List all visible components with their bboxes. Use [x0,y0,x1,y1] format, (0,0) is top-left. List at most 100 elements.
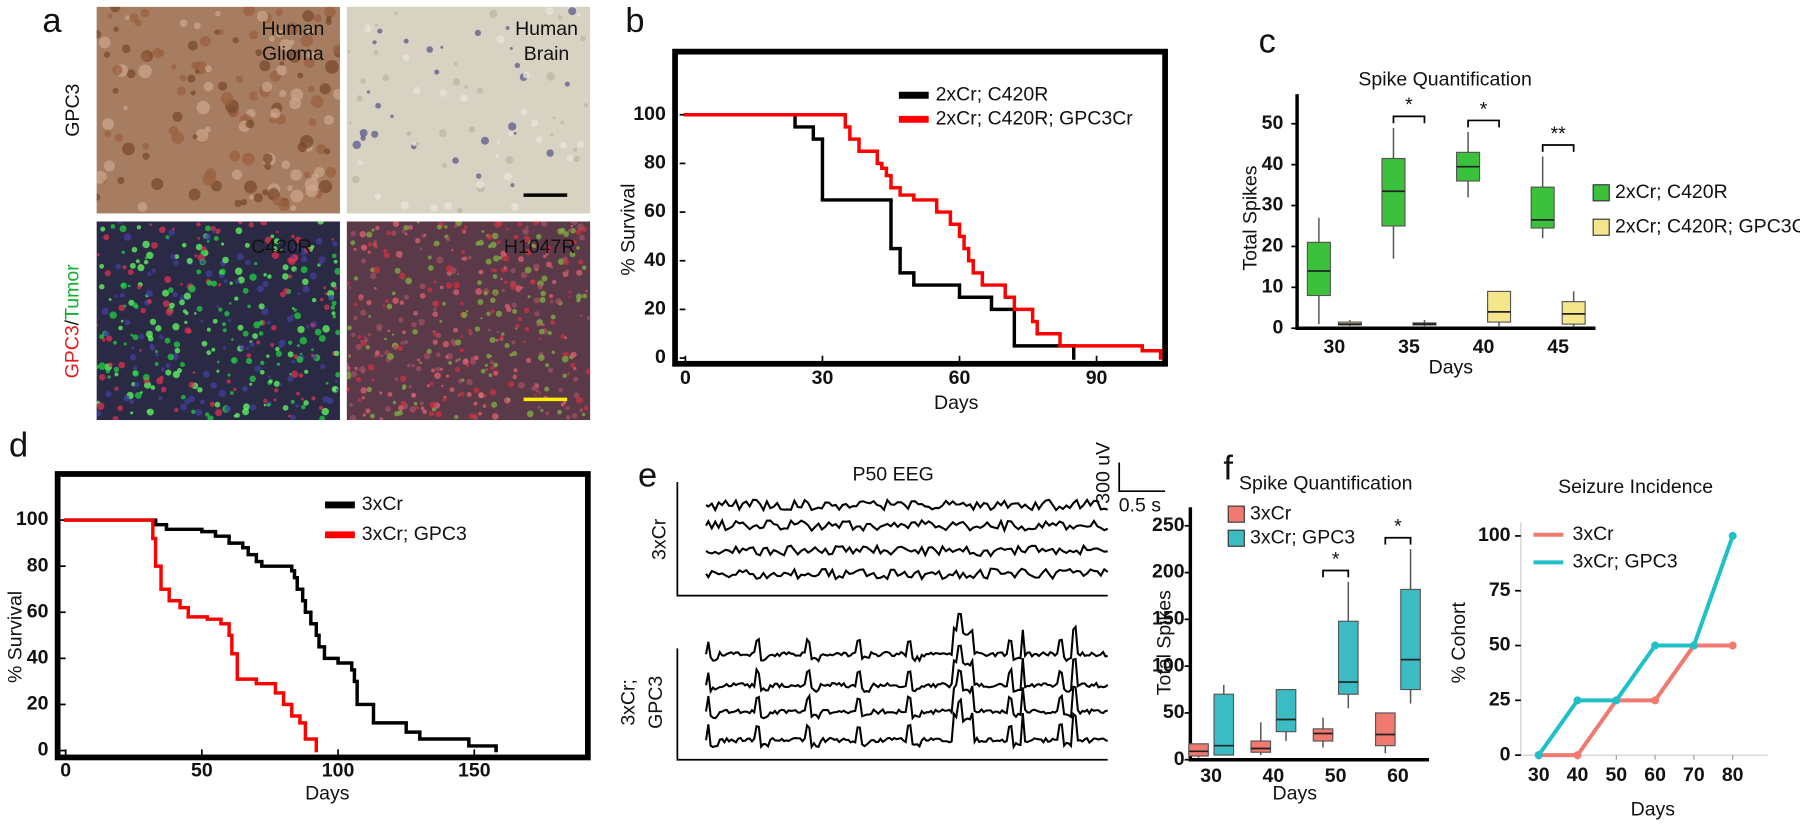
cell [515,327,518,330]
cell [536,233,542,240]
box [1250,740,1272,753]
cell [114,133,124,143]
cell [532,221,540,226]
cell [439,129,447,137]
cell [371,228,375,232]
cell [120,282,128,290]
cell [510,283,517,290]
cell [328,294,335,301]
eeg-trace [705,644,1109,695]
cell [354,276,359,281]
cell [315,237,323,245]
cell [301,404,306,410]
y-axis-label: % Survival [4,591,26,683]
cell [194,69,200,75]
point [1728,531,1737,540]
cell [331,311,336,316]
cell [442,340,450,348]
cell [463,225,468,230]
cell [205,412,210,417]
cell [538,328,545,335]
cell [539,296,546,303]
cell [429,381,434,386]
cell [513,131,517,135]
cell [398,317,404,323]
cell [120,293,125,298]
cell [192,134,198,140]
cell [324,304,330,311]
cell [508,122,517,131]
cell [545,363,550,368]
cell [357,160,363,166]
cell [191,61,200,70]
cell [256,285,264,293]
cell [229,150,241,162]
cell [249,375,256,383]
cell [172,111,183,122]
panel-label: b [625,2,644,40]
cell [482,404,487,408]
y-tick-label: 30 [1262,194,1284,216]
cell [176,86,186,96]
cell [460,94,468,102]
cell [215,231,219,234]
cell [353,247,357,251]
cell [172,370,180,379]
eeg-trace [705,668,1108,721]
cell [547,330,552,336]
cell [511,202,520,211]
chart-title: Spike Quantification [1239,472,1412,494]
cell [166,237,170,241]
cell [333,350,340,357]
cell [112,87,119,94]
significance-label: * [1394,516,1402,538]
panel-label: d [9,427,28,465]
cell [294,312,301,320]
cell [494,292,497,295]
cell [391,333,395,336]
cell [500,332,505,336]
cell [132,334,139,341]
cell [549,299,554,304]
cell [123,394,130,402]
cell [113,366,120,373]
cell [319,415,326,421]
cell [317,221,324,225]
cell [258,320,264,326]
cell [550,133,554,137]
cell [304,285,309,289]
cell [142,152,150,160]
legend-swatch [1592,184,1610,202]
cell [259,369,265,375]
cell [412,393,416,397]
cell [335,388,339,392]
cell [313,14,322,23]
cell [467,328,472,333]
cell [393,221,400,228]
cell [126,69,136,79]
cell [538,391,542,395]
legend-label: 3xCr [1573,523,1615,545]
cell [324,148,331,155]
cell [363,335,367,339]
cell [537,405,541,409]
cell [96,410,102,417]
cell [481,230,485,233]
cell [129,399,135,404]
cell [234,412,240,418]
significance-bracket [1467,119,1500,128]
cell [442,397,447,402]
cell [123,304,127,308]
eeg-trace [705,697,1109,750]
eeg-axis [676,482,1108,597]
cell [543,254,547,259]
cell [227,319,231,323]
cell [523,235,531,243]
cell [475,288,483,295]
x-tick-label: 30 [1200,765,1222,787]
cell [123,342,127,346]
cell [132,370,139,377]
cell [490,268,494,272]
cell [273,398,277,402]
point [1651,696,1660,705]
